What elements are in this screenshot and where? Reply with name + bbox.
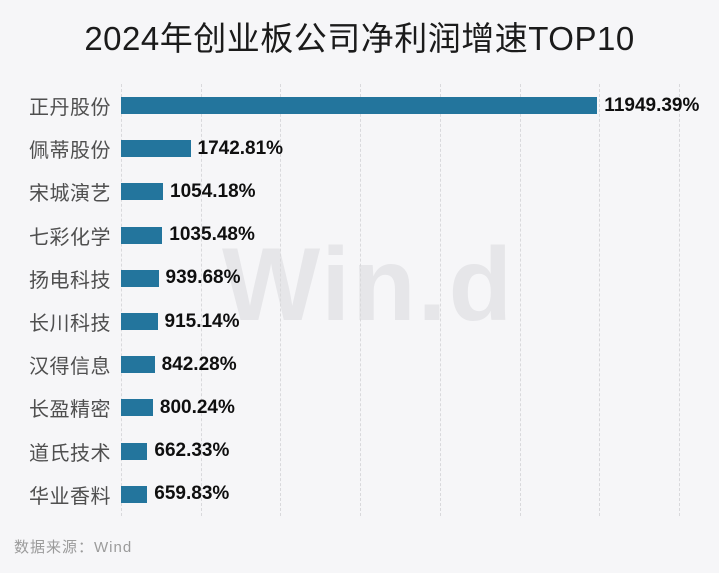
gridline — [599, 84, 601, 516]
gridline — [679, 84, 680, 516]
chart-row: 华业香料 659.83% — [0, 473, 719, 516]
chart-row: 正丹股份 11949.39% — [0, 84, 719, 127]
bar — [121, 97, 598, 115]
bar — [121, 140, 191, 158]
chart-title: 2024年创业板公司净利润增速TOP10 — [84, 20, 635, 57]
value-label: 659.83% — [154, 483, 230, 505]
value-label: 842.28% — [161, 353, 237, 375]
chart-rows: 正丹股份 11949.39% 佩蒂股份 1742.81% 宋城演艺 1054.18% 七彩化… — [0, 84, 719, 516]
gridline — [439, 84, 441, 516]
gridline — [121, 84, 122, 516]
wind-watermark: Win.d — [222, 227, 515, 343]
chart-row: 佩蒂股份 1742.81% — [0, 127, 719, 170]
category-label: 正丹股份 — [29, 97, 111, 120]
bar — [121, 442, 148, 460]
value-label: 1035.48% — [169, 224, 255, 246]
category-label: 扬电科技 — [29, 269, 111, 292]
chart-row: 宋城演艺 1054.18% — [0, 170, 719, 213]
gridlines — [121, 84, 680, 516]
bar — [121, 356, 155, 374]
gridline — [200, 84, 202, 516]
value-label: 11949.39% — [604, 94, 700, 116]
value-label: 800.24% — [159, 396, 235, 418]
category-label: 长盈精密 — [29, 399, 111, 422]
gridline — [280, 84, 282, 516]
bar-chart: 正丹股份 11949.39% 佩蒂股份 1742.81% 宋城演艺 1054.18% 七彩化… — [0, 84, 719, 516]
bar — [121, 313, 158, 331]
chart-row: 道氏技术 662.33% — [0, 430, 719, 473]
value-label: 915.14% — [164, 310, 240, 332]
bar — [121, 226, 163, 244]
data-source-label: 数据来源：Wind — [14, 539, 133, 556]
gridline — [519, 84, 521, 516]
category-label: 华业香料 — [29, 485, 111, 508]
value-label: 1742.81% — [197, 137, 284, 159]
value-label: 662.33% — [154, 440, 230, 462]
category-label: 七彩化学 — [29, 226, 111, 249]
chart-row: 七彩化学 1035.48% — [0, 214, 719, 257]
bar — [121, 183, 163, 201]
chart-row: 长川科技 915.14% — [0, 300, 719, 343]
chart-row: 扬电科技 939.68% — [0, 257, 719, 300]
category-label: 道氏技术 — [29, 442, 111, 465]
chart-row: 长盈精密 800.24% — [0, 386, 719, 429]
category-label: 佩蒂股份 — [29, 140, 111, 163]
bar — [121, 485, 148, 503]
category-label: 长川科技 — [29, 313, 111, 336]
category-label: 宋城演艺 — [29, 183, 111, 206]
bar — [121, 399, 153, 417]
gridline — [360, 84, 362, 516]
value-label: 939.68% — [165, 267, 241, 289]
category-label: 汉得信息 — [29, 356, 111, 379]
bar — [121, 269, 159, 287]
chart-row: 汉得信息 842.28% — [0, 343, 719, 386]
value-label: 1054.18% — [170, 180, 256, 202]
